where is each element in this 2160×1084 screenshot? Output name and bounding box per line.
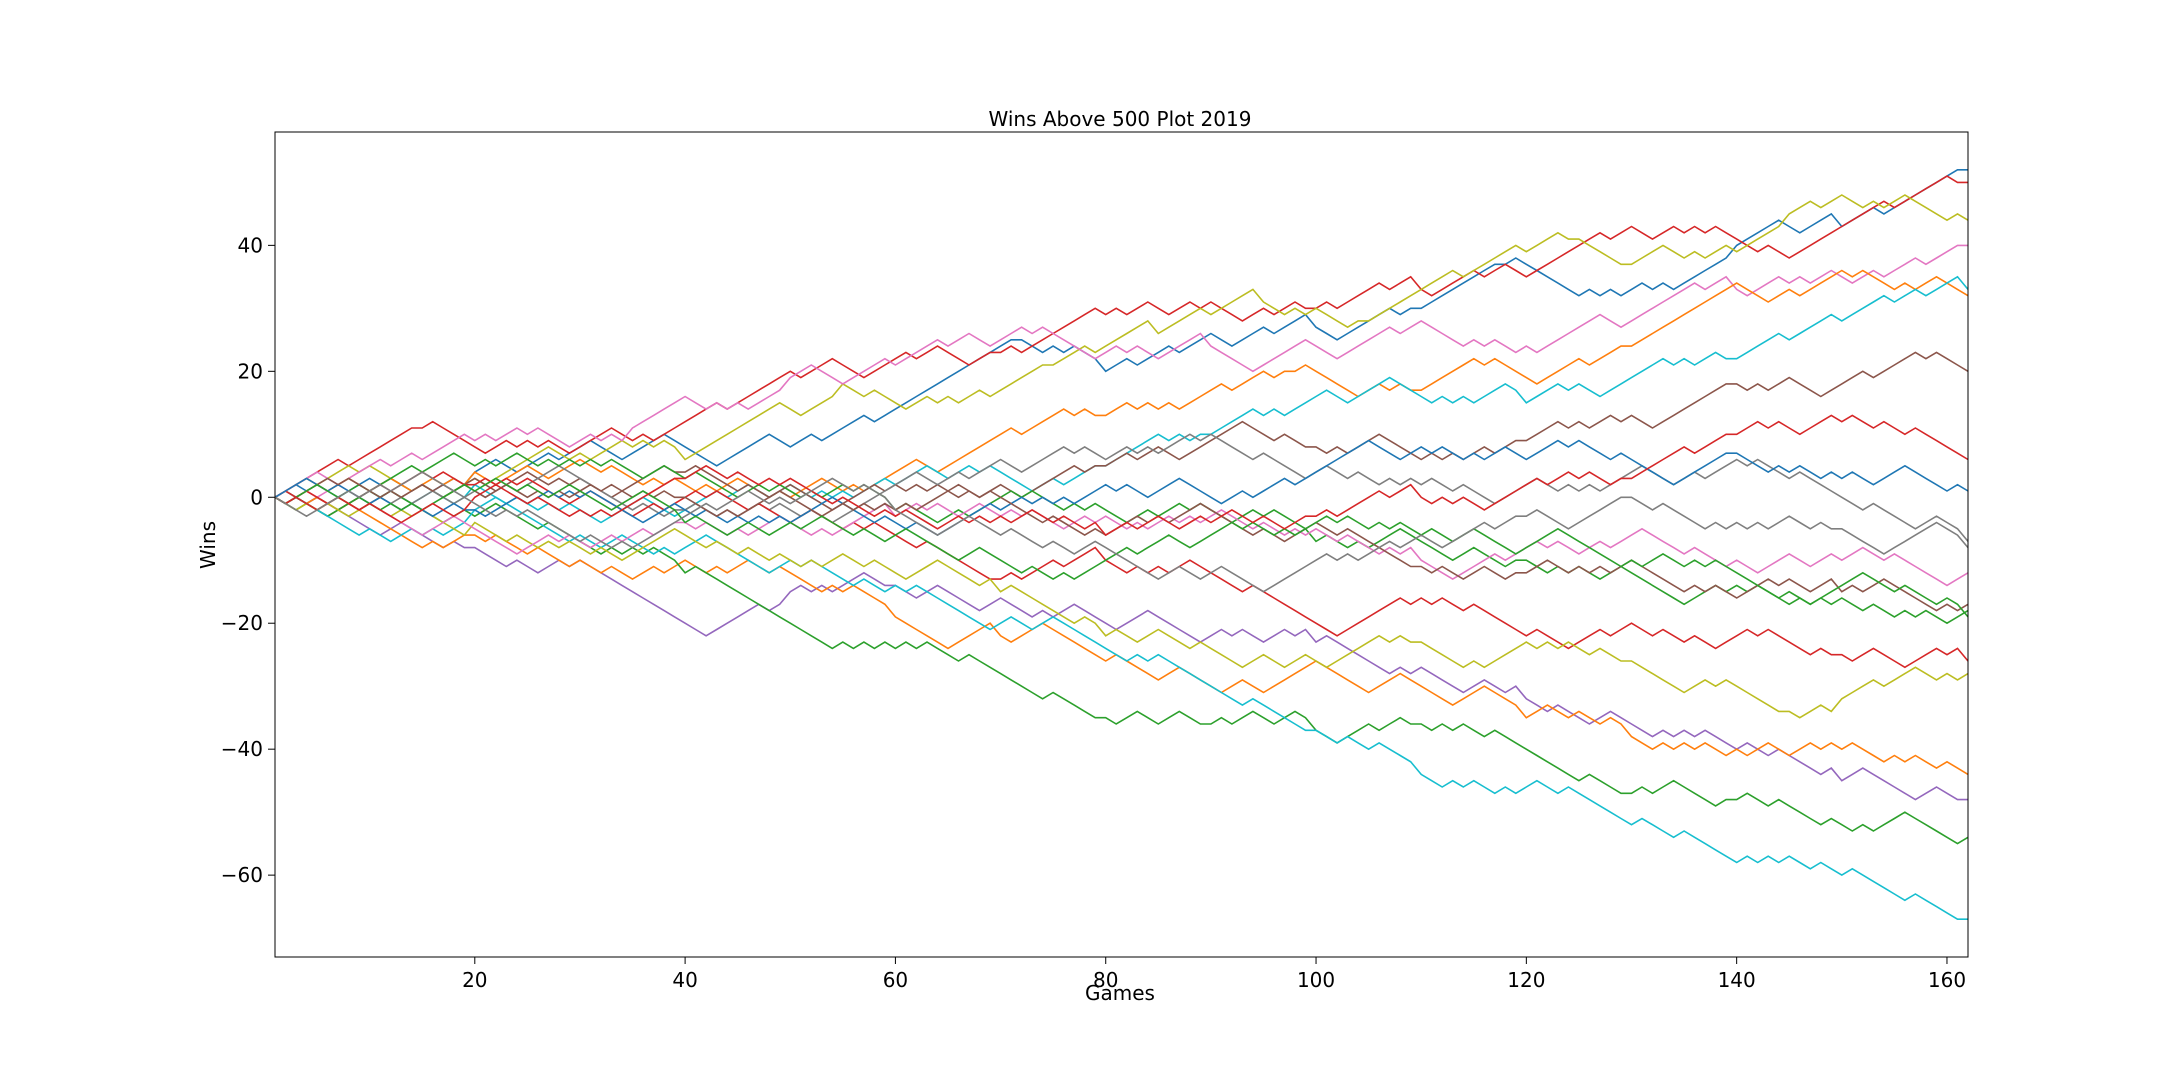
plot-frame: [274, 131, 1969, 958]
x-tick-label: 80: [1093, 968, 1118, 992]
series-line-19: [274, 477, 1969, 618]
series-line-20: [274, 414, 1969, 537]
series-line-10: [274, 490, 1968, 801]
x-tick-label: 120: [1507, 968, 1545, 992]
y-tick-label: 40: [238, 233, 263, 257]
x-tick-label: 140: [1718, 968, 1756, 992]
x-tick-label: 160: [1928, 968, 1966, 992]
y-tick-label: −20: [221, 611, 263, 635]
series-line-7: [274, 351, 1969, 518]
series-line-15: [274, 496, 1969, 719]
x-tick-label: 100: [1297, 968, 1335, 992]
y-tick-label: −60: [221, 863, 263, 887]
y-tick-label: 0: [250, 485, 263, 509]
chart-title: Wins Above 500 Plot 2019: [989, 107, 1252, 131]
series-line-1: [274, 169, 1968, 499]
series-line-3: [274, 194, 1969, 499]
series-line-17: [274, 439, 1969, 537]
x-tick-label: 60: [883, 968, 908, 992]
series-layer: [274, 169, 1969, 921]
y-axis-label: Wins: [196, 521, 220, 569]
x-tick-label: 40: [672, 968, 697, 992]
series-line-13: [274, 490, 1968, 921]
series-line-21: [274, 471, 1969, 593]
series-line-4: [274, 244, 1968, 499]
axis-layer: 20 40 60 80 100 120 140 160 −60 −40 −20 0 20 40: [221, 233, 1966, 992]
x-axis-label: Games: [1085, 981, 1155, 1005]
series-line-2: [274, 175, 1968, 498]
y-tick-label: 20: [238, 359, 263, 383]
series-line-9: [274, 452, 1969, 625]
series-line-5: [274, 269, 1969, 499]
y-tick-label: −40: [221, 737, 263, 761]
x-tick-label: 20: [462, 968, 487, 992]
